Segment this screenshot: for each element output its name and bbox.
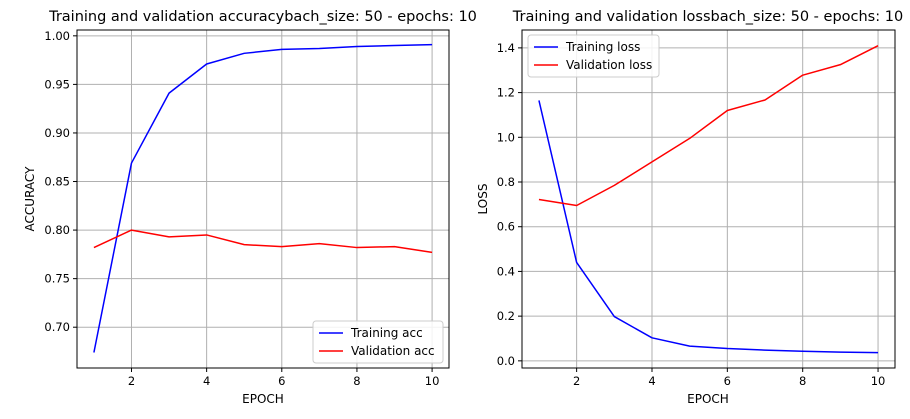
accuracy-y-tick-label: 0.90 xyxy=(44,126,70,140)
loss-y-tick-label: 0.0 xyxy=(497,354,515,368)
loss-x-tick-label: 8 xyxy=(799,374,806,388)
loss-ticks: 2 4 6 8 10 0.0 0.2 0.4 0.6 0.8 1.0 1.2 1.4 xyxy=(497,41,886,388)
accuracy-legend-box xyxy=(312,320,444,364)
accuracy-legend: Training acc Validation acc xyxy=(312,320,444,364)
loss-chart-title: Training and validation lossbach_size: 5… xyxy=(512,9,903,25)
loss-x-axis-label: EPOCH xyxy=(687,392,729,406)
accuracy-y-tick-label: 0.95 xyxy=(44,77,70,91)
accuracy-y-axis-label: ACCURACY xyxy=(23,166,37,232)
loss-series-line-0 xyxy=(538,100,879,354)
loss-legend-label: Validation loss xyxy=(566,58,652,72)
accuracy-ticks: 2 4 6 8 10 0.70 0.75 0.80 0.85 0.90 0.95 1.00 xyxy=(44,29,439,388)
loss-y-tick-label: 0.2 xyxy=(497,309,515,323)
loss-x-tick-label: 2 xyxy=(573,374,580,388)
loss-y-tick-label: 0.8 xyxy=(497,175,515,189)
loss-plot-frame xyxy=(521,29,896,369)
loss-x-tick-label: 4 xyxy=(648,374,655,388)
loss-y-tick-label: 1.2 xyxy=(497,86,515,100)
accuracy-y-tick-label: 0.70 xyxy=(44,320,70,334)
loss-x-tick-label: 6 xyxy=(724,374,731,388)
accuracy-x-tick-label: 4 xyxy=(203,374,210,388)
accuracy-legend-label: Validation acc xyxy=(351,344,435,358)
accuracy-lines xyxy=(93,43,433,353)
loss-y-tick-label: 1.4 xyxy=(497,41,515,55)
accuracy-x-tick-label: 6 xyxy=(278,374,285,388)
loss-legend-box xyxy=(527,34,660,78)
accuracy-y-tick-label: 0.85 xyxy=(44,175,70,189)
loss-grid xyxy=(522,30,895,368)
loss-y-tick-label: 1.0 xyxy=(497,130,515,144)
accuracy-legend-label: Training acc xyxy=(350,326,423,340)
loss-y-axis-label: LOSS xyxy=(476,184,490,215)
loss-y-tick-label: 0.6 xyxy=(497,220,515,234)
loss-x-tick-label: 10 xyxy=(871,374,886,388)
accuracy-series-line-1 xyxy=(93,229,433,254)
loss-legend: Training loss Validation loss xyxy=(527,34,660,78)
loss-legend-label: Training loss xyxy=(565,40,640,54)
accuracy-y-tick-label: 0.80 xyxy=(44,223,70,237)
accuracy-x-tick-label: 10 xyxy=(425,374,440,388)
accuracy-chart: Training and validation accuracybach_siz… xyxy=(23,9,477,406)
loss-chart: Training and validation lossbach_size: 5… xyxy=(476,9,903,406)
loss-y-tick-label: 0.4 xyxy=(497,264,515,278)
accuracy-plot-frame xyxy=(76,29,450,369)
accuracy-series-line-0 xyxy=(93,43,433,353)
loss-series-line-1 xyxy=(538,44,879,207)
accuracy-chart-title: Training and validation accuracybach_siz… xyxy=(48,9,477,25)
accuracy-x-tick-label: 8 xyxy=(353,374,360,388)
accuracy-y-tick-label: 1.00 xyxy=(44,29,70,43)
loss-lines xyxy=(538,44,879,354)
accuracy-x-tick-label: 2 xyxy=(128,374,135,388)
accuracy-y-tick-label: 0.75 xyxy=(44,272,70,286)
accuracy-x-axis-label: EPOCH xyxy=(242,392,284,406)
accuracy-grid xyxy=(77,30,449,368)
